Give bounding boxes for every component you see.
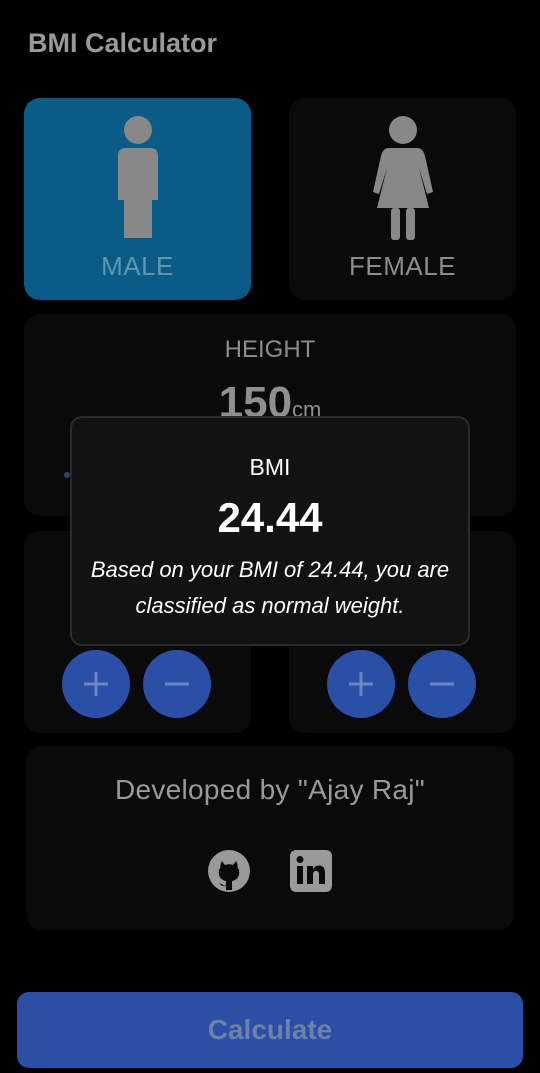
- dialog-title: BMI: [72, 454, 468, 481]
- bmi-message: Based on your BMI of 24.44, you are clas…: [88, 552, 452, 624]
- age-plus-button[interactable]: [327, 650, 395, 718]
- plus-icon: [82, 670, 110, 698]
- linkedin-icon[interactable]: [288, 848, 334, 894]
- minus-icon: [163, 670, 191, 698]
- developer-credit: Developed by "Ajay Raj": [26, 774, 514, 806]
- female-icon: [371, 116, 435, 242]
- minus-icon: [428, 670, 456, 698]
- plus-icon: [347, 670, 375, 698]
- developer-card: Developed by "Ajay Raj": [26, 746, 514, 930]
- male-icon: [108, 116, 168, 240]
- github-icon[interactable]: [206, 848, 252, 894]
- calculate-button[interactable]: Calculate: [17, 992, 523, 1068]
- female-label: FEMALE: [289, 251, 516, 282]
- bmi-value: 24.44: [72, 494, 468, 542]
- male-card[interactable]: MALE: [24, 98, 251, 300]
- app-title: BMI Calculator: [28, 28, 217, 59]
- age-minus-button[interactable]: [408, 650, 476, 718]
- male-label: MALE: [24, 251, 251, 282]
- weight-plus-button[interactable]: [62, 650, 130, 718]
- height-label: HEIGHT: [24, 336, 516, 364]
- bmi-result-dialog: BMI 24.44 Based on your BMI of 24.44, yo…: [70, 416, 470, 646]
- weight-minus-button[interactable]: [143, 650, 211, 718]
- female-card[interactable]: FEMALE: [289, 98, 516, 300]
